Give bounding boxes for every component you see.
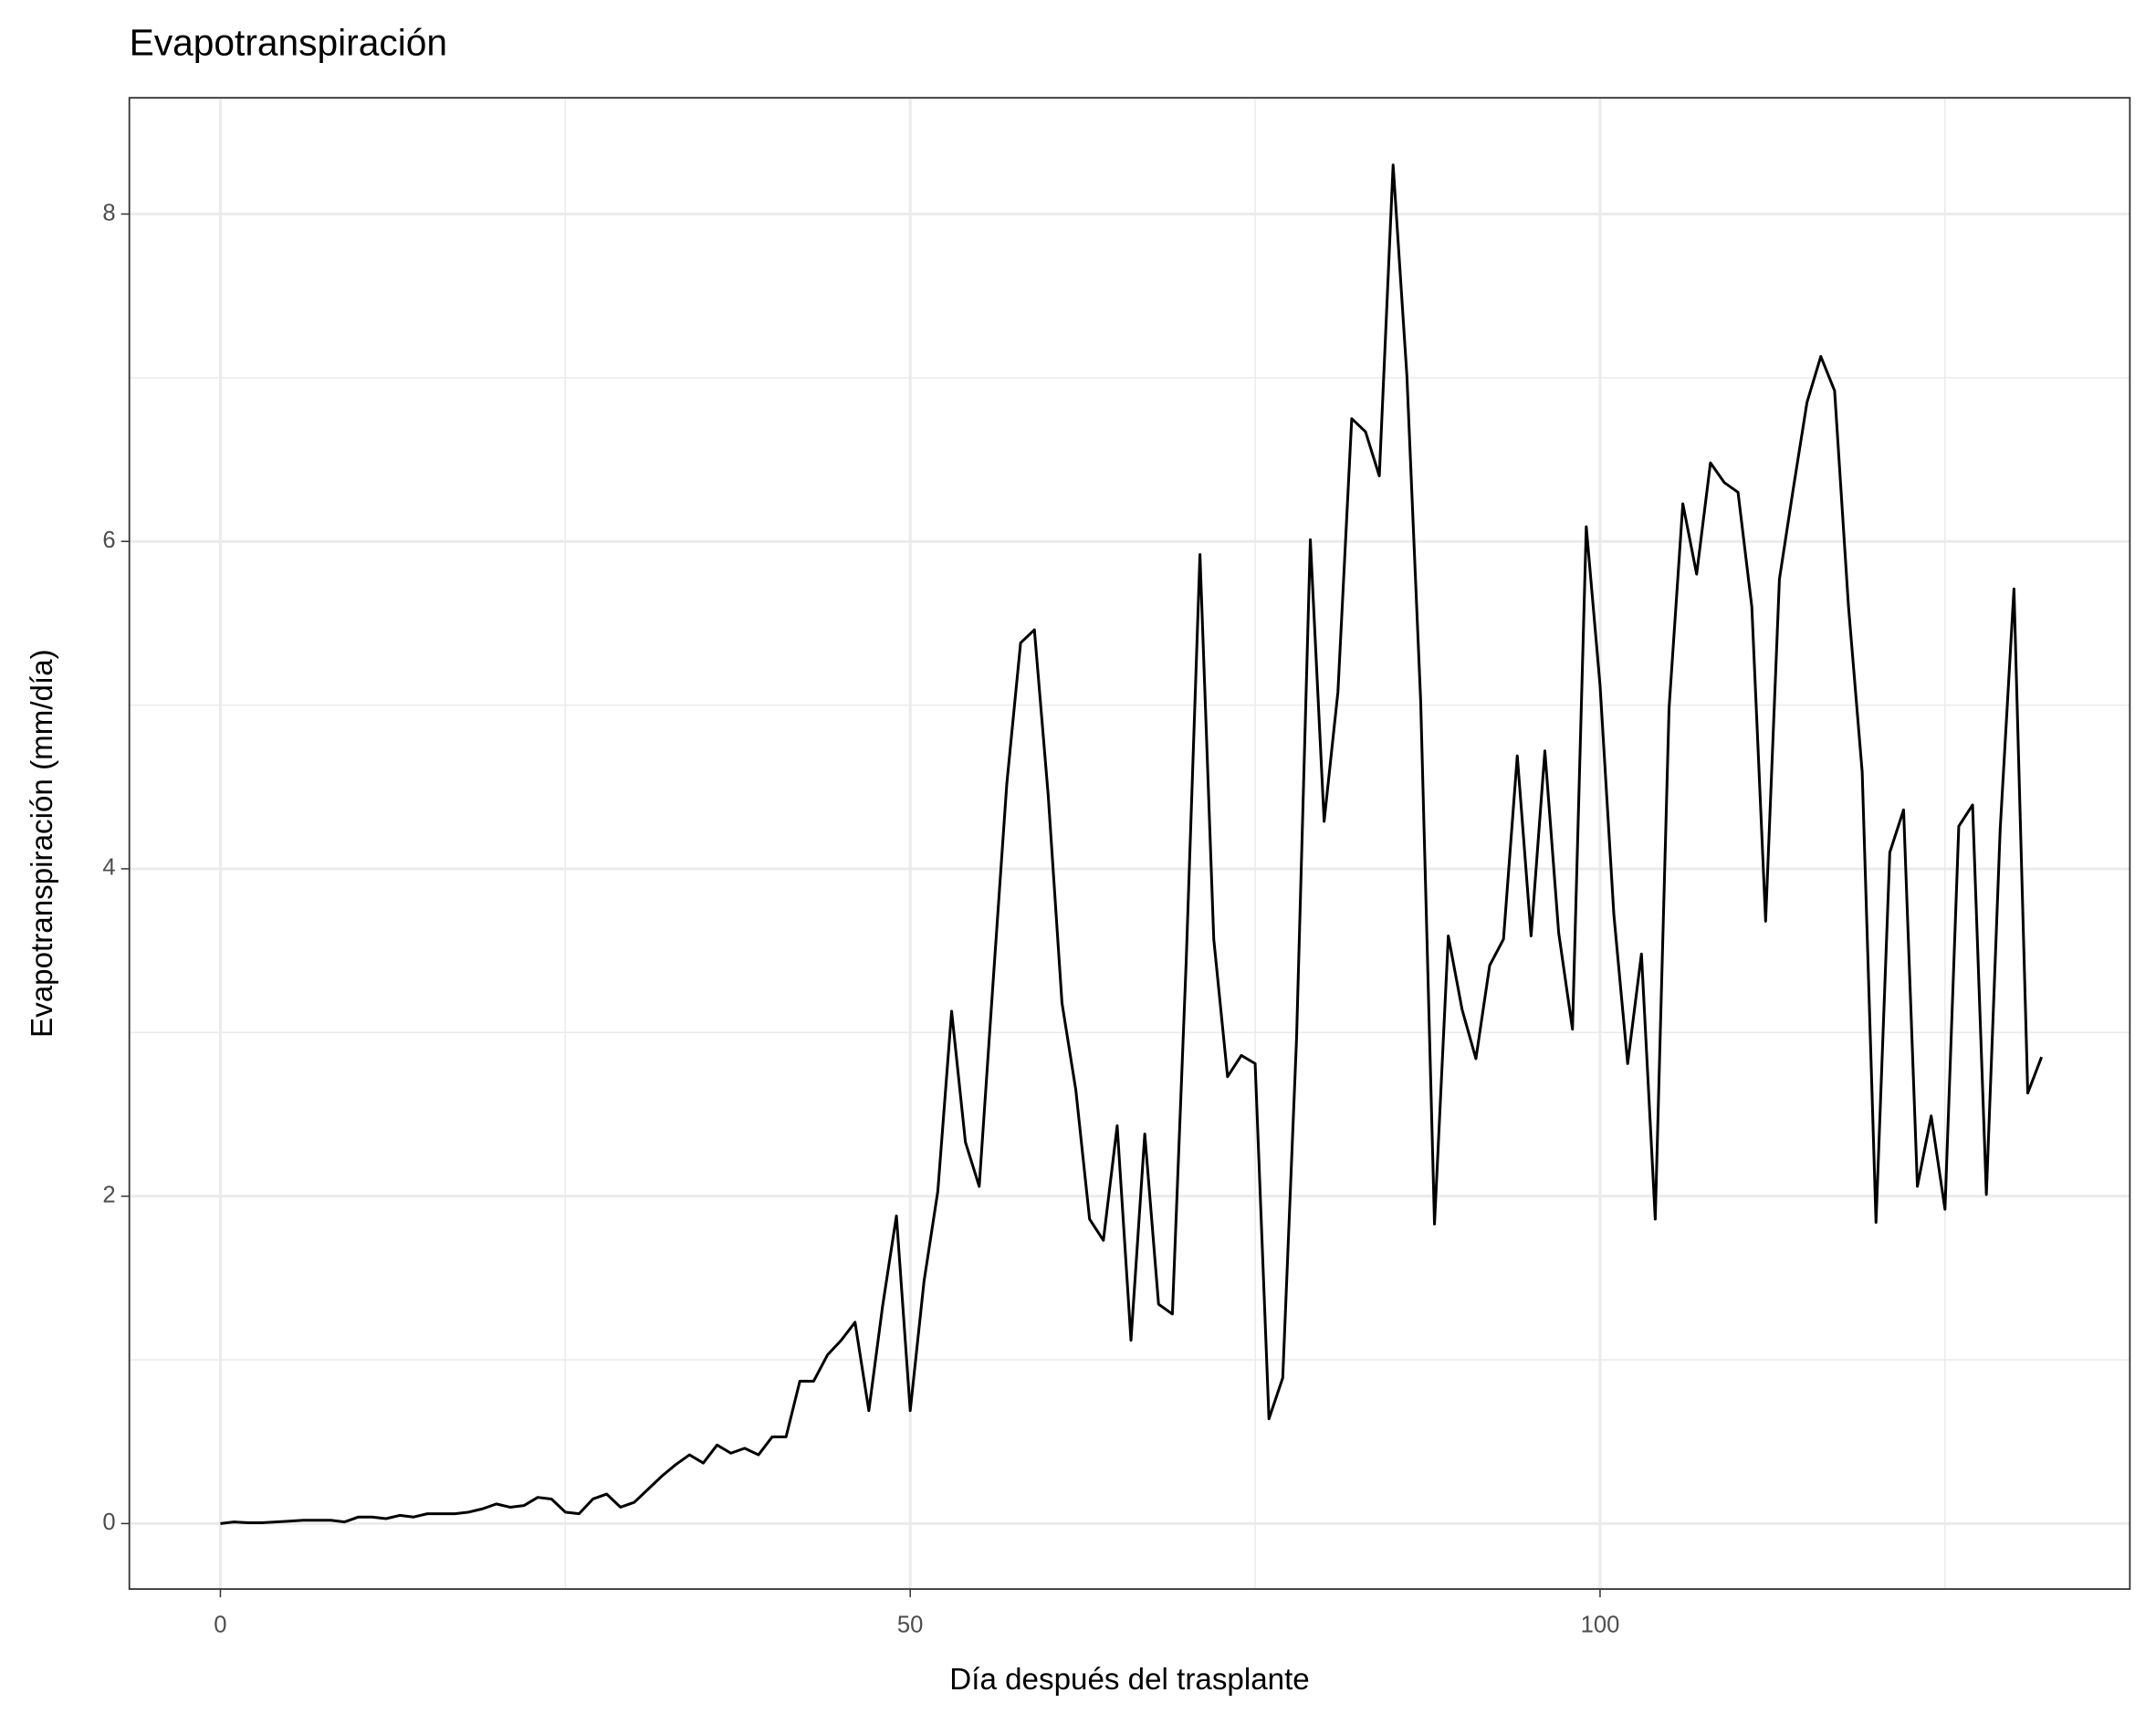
y-tick-label: 6 [102,528,115,553]
x-tick-label: 50 [897,1613,923,1638]
x-tick-label: 100 [1581,1613,1620,1638]
y-tick-label: 0 [102,1510,115,1535]
y-tick-label: 8 [102,200,115,225]
chart-title: Evapotranspiración [130,22,447,64]
data-line [220,163,2044,1525]
x-axis-title: Día después del trasplante [949,1663,1309,1697]
y-tick-label: 2 [102,1182,115,1207]
y-tick-label: 4 [102,855,115,881]
x-tick-label: 0 [214,1613,226,1638]
y-axis-title: Evapotranspiración (mm/día) [26,649,59,1038]
panel-border [128,97,2131,1591]
